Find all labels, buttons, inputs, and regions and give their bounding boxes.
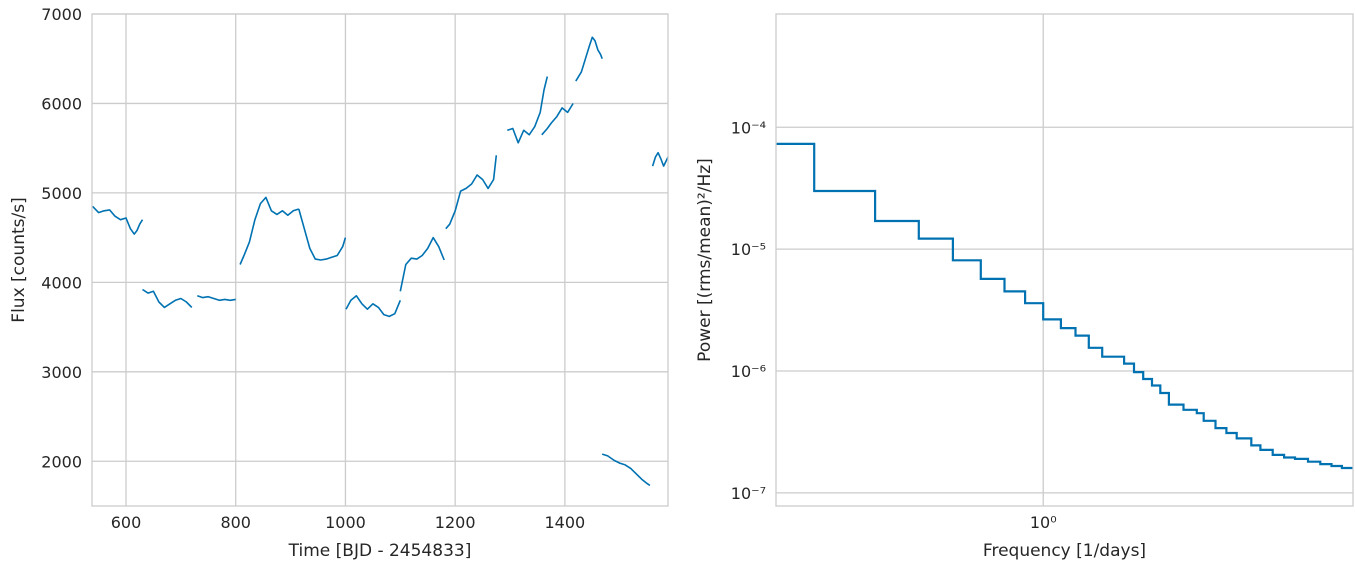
power-spectrum-y-axis-label: Power [(rms/mean)²/Hz]: [695, 158, 715, 362]
lightcurve-segment: [142, 288, 193, 309]
y-tick-label: 10⁻⁶: [731, 362, 766, 381]
lightcurve-segment: [197, 295, 236, 302]
x-tick-label: 1400: [545, 513, 586, 532]
x-tick-label: 800: [220, 513, 251, 532]
lightcurve-segment: [507, 76, 549, 144]
power-spectrum-frame: [775, 13, 1354, 507]
lightcurve-grid: [92, 13, 668, 506]
y-tick-label: 10⁻⁴: [731, 118, 766, 137]
x-tick-label: 600: [111, 513, 142, 532]
power-spectrum-x-axis-label: Frequency [1/days]: [983, 541, 1146, 561]
lightcurve-segment: [575, 36, 603, 82]
power-spectrum-grid: [776, 14, 1353, 506]
y-tick-label: 5000: [41, 184, 82, 203]
lightcurve-x-axis-label: Time [BJD - 2454833]: [288, 541, 472, 561]
lightcurve-segment: [345, 294, 402, 318]
lightcurve-segment: [239, 196, 300, 265]
y-tick-label: 7000: [41, 5, 82, 24]
x-tick-label: 1000: [325, 513, 366, 532]
y-tick-label: 3000: [41, 363, 82, 382]
lightcurve-segment: [541, 103, 574, 136]
y-tick-label: 2000: [41, 452, 82, 471]
x-tick-label: 1200: [435, 513, 476, 532]
lightcurve-tick-labels: 600 800 1000 1200 1400 2000 3000 4000 5000 6000 70…: [41, 5, 585, 532]
lightcurve-frame: [91, 13, 669, 507]
x-tick-label: 10⁰: [1030, 513, 1057, 532]
lightcurve-segment: [445, 155, 498, 230]
power-spectrum-axes: 10⁰ 10⁻⁷ 10⁻⁶ 10⁻⁵ 10⁻⁴ Frequency [1/days] P…: [695, 13, 1354, 561]
power-spectrum-step-line: [776, 142, 1353, 470]
y-tick-label: 4000: [41, 273, 82, 292]
lightcurve-segment: [651, 151, 669, 167]
power-spectrum-series: [776, 142, 1353, 470]
y-tick-label: 6000: [41, 94, 82, 113]
lightcurve-segment: [298, 208, 347, 261]
lightcurve-series: [91, 36, 669, 487]
y-tick-label: 10⁻⁵: [731, 240, 766, 259]
lightcurve-segment: [601, 453, 651, 487]
lightcurve-y-axis-label: Flux [counts/s]: [9, 197, 29, 322]
lightcurve-segment: [399, 236, 445, 292]
lightcurve-axes: 600 800 1000 1200 1400 2000 3000 4000 5000 6000 70…: [9, 5, 669, 561]
power-spectrum-tick-labels: 10⁰ 10⁻⁷ 10⁻⁶ 10⁻⁵ 10⁻⁴: [731, 118, 1057, 532]
y-tick-label: 10⁻⁷: [731, 484, 766, 503]
lightcurve-segment: [91, 205, 144, 235]
